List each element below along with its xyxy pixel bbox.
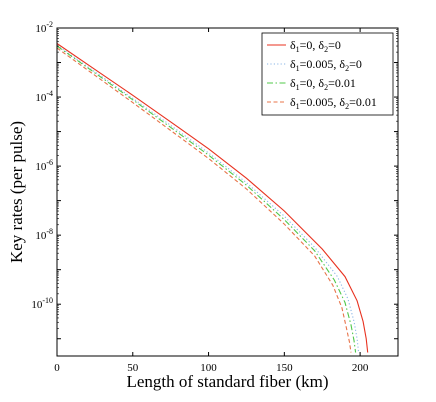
y-tick-label: 10-10 — [31, 296, 53, 311]
y-tick-label: 10-8 — [35, 227, 53, 242]
plot-frame — [56, 27, 399, 357]
y-axis-title: Key rates (per pulse) — [7, 121, 26, 263]
series-line-2 — [56, 44, 360, 353]
series-line-3 — [56, 45, 357, 353]
x-tick-label: 50 — [127, 362, 139, 374]
legend-label-3: δ1=0, δ2=0.01 — [290, 76, 356, 92]
x-tick-label: 100 — [200, 362, 217, 374]
y-tick-label: 10-2 — [35, 20, 53, 35]
x-tick-label: 0 — [54, 362, 60, 374]
axes: 0 50 100 150 200 10-2 10-4 10-6 10-8 10-10 — [31, 20, 399, 374]
legend-label-2: δ1=0.005, δ2=0 — [290, 57, 362, 73]
legend-label-1: δ1=0, δ2=0 — [290, 38, 341, 54]
x-axis-title: Length of standard fiber (km) — [126, 372, 328, 391]
legend-label-4: δ1=0.005, δ2=0.01 — [290, 95, 377, 111]
series-group — [56, 43, 369, 353]
legend-box — [261, 32, 394, 116]
x-tick-label: 150 — [276, 362, 293, 374]
legend: δ1=0, δ2=0 δ1=0.005, δ2=0 δ1=0, δ2=0.01 δ1=… — [261, 32, 394, 116]
y-tick-label: 10-6 — [35, 158, 53, 173]
x-tick-label: 200 — [352, 362, 369, 374]
y-tick-label: 10-4 — [35, 89, 53, 104]
series-line-4 — [56, 47, 352, 353]
series-line-1 — [56, 43, 369, 353]
